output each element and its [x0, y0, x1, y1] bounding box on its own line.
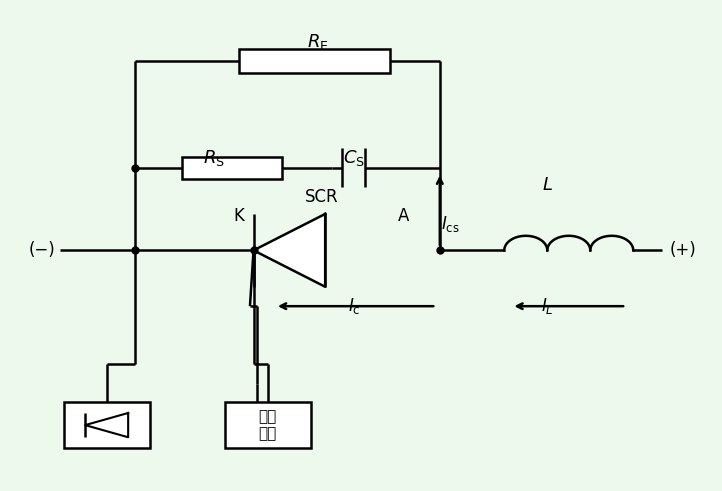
FancyBboxPatch shape — [64, 402, 149, 448]
Polygon shape — [253, 214, 325, 287]
Text: $I_{L}$: $I_{L}$ — [541, 296, 554, 316]
Polygon shape — [85, 413, 129, 437]
FancyBboxPatch shape — [239, 50, 390, 73]
Text: (+): (+) — [670, 242, 697, 259]
FancyBboxPatch shape — [225, 402, 311, 448]
Text: $R_{\mathrm{S}}$: $R_{\mathrm{S}}$ — [203, 148, 225, 168]
Text: $C_{\mathrm{S}}$: $C_{\mathrm{S}}$ — [343, 148, 365, 168]
Text: A: A — [399, 207, 409, 225]
Text: $I_{\mathrm{cs}}$: $I_{\mathrm{cs}}$ — [441, 214, 460, 234]
Text: (−): (−) — [29, 242, 56, 259]
FancyBboxPatch shape — [182, 157, 282, 179]
Text: K: K — [234, 207, 245, 225]
Text: $R_{\mathrm{E}}$: $R_{\mathrm{E}}$ — [307, 31, 329, 52]
Text: SCR: SCR — [305, 188, 339, 206]
Text: $I_{\mathrm{c}}$: $I_{\mathrm{c}}$ — [347, 296, 360, 316]
Text: $L$: $L$ — [542, 176, 553, 194]
Text: 触发
模块: 触发 模块 — [258, 409, 277, 441]
